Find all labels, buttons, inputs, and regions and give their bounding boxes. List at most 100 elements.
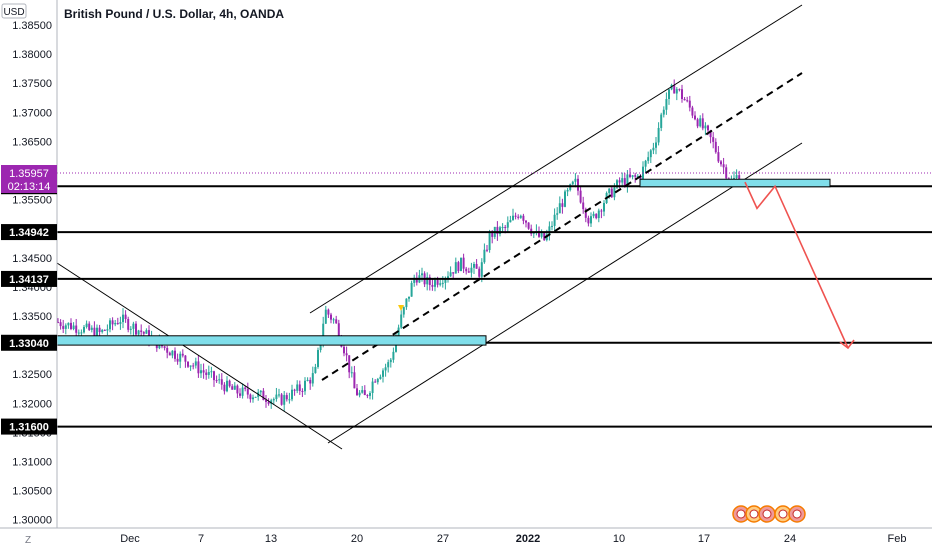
candle-body bbox=[460, 257, 462, 272]
candle-body bbox=[683, 98, 686, 101]
candle-body bbox=[67, 322, 70, 326]
candle-body bbox=[475, 263, 478, 269]
economic-events[interactable] bbox=[732, 505, 806, 523]
candle-body bbox=[470, 267, 473, 273]
candle-body bbox=[467, 271, 470, 273]
candle-body bbox=[439, 283, 442, 285]
level-price-badge bbox=[1, 418, 57, 435]
candle-body bbox=[519, 215, 522, 218]
candle-body bbox=[631, 175, 634, 177]
candle-body bbox=[540, 233, 543, 237]
candle-body bbox=[610, 188, 613, 198]
candle-body bbox=[389, 359, 392, 363]
candle-body bbox=[330, 314, 332, 320]
candle-body bbox=[270, 400, 273, 404]
candle-body bbox=[301, 390, 304, 392]
candle-body bbox=[735, 175, 738, 178]
channel-lower-line bbox=[327, 142, 803, 444]
candle-body bbox=[93, 327, 96, 338]
candle-body bbox=[668, 89, 670, 100]
candle-body bbox=[140, 330, 143, 332]
candle-body bbox=[717, 152, 720, 162]
candle-body bbox=[686, 100, 689, 102]
candle-body bbox=[88, 323, 91, 330]
candle-body bbox=[70, 322, 72, 330]
price-tick-label: 1.38000 bbox=[12, 49, 52, 61]
candle-body bbox=[218, 379, 221, 381]
candle-body bbox=[517, 216, 520, 218]
projection-arrowhead bbox=[839, 339, 855, 350]
price-tick-label: 1.32000 bbox=[12, 398, 52, 410]
candle-body bbox=[304, 380, 306, 392]
candle-body bbox=[103, 329, 106, 331]
candle-body bbox=[259, 390, 262, 393]
candle-body bbox=[252, 397, 254, 400]
candle-body bbox=[584, 209, 587, 218]
candle-body bbox=[626, 174, 629, 186]
candle-body bbox=[350, 372, 353, 374]
candle-body bbox=[288, 399, 291, 401]
candle-body bbox=[623, 178, 626, 186]
candle-body bbox=[314, 366, 317, 374]
time-axis-panel[interactable] bbox=[0, 528, 932, 550]
candle-body bbox=[522, 215, 525, 221]
candle-body bbox=[655, 142, 657, 148]
candle-body bbox=[402, 307, 405, 315]
candle-body bbox=[254, 396, 257, 398]
candle-body bbox=[249, 394, 252, 400]
level-price-label: 1.33040 bbox=[9, 338, 49, 350]
candle-body bbox=[210, 371, 213, 373]
price-tick-label: 1.35500 bbox=[12, 195, 52, 207]
candle-body bbox=[707, 125, 709, 131]
candle-body bbox=[106, 329, 109, 331]
candle-body bbox=[699, 118, 702, 127]
channel-upper-line bbox=[309, 4, 803, 314]
candle-body bbox=[618, 180, 621, 183]
candle-body bbox=[77, 332, 80, 334]
candle-body bbox=[379, 376, 382, 379]
level-price-badge bbox=[1, 270, 57, 287]
level-price-badge bbox=[1, 334, 57, 351]
candle-body bbox=[127, 319, 130, 330]
candle-body bbox=[647, 157, 650, 161]
candle-body bbox=[239, 393, 241, 396]
level-price-badge bbox=[1, 224, 57, 241]
candle-body bbox=[174, 350, 176, 359]
candle-body bbox=[116, 323, 119, 325]
candle-body bbox=[574, 178, 577, 182]
projection-path bbox=[744, 181, 849, 349]
candle-body bbox=[644, 160, 647, 167]
candle-body bbox=[267, 401, 270, 404]
candle-body bbox=[207, 372, 210, 375]
level-price-label: 1.34137 bbox=[9, 274, 49, 286]
candle-body bbox=[608, 188, 611, 193]
candle-body bbox=[205, 372, 208, 375]
candle-body bbox=[135, 323, 137, 335]
candle-body bbox=[213, 371, 215, 381]
candle-body bbox=[590, 216, 592, 224]
candle-body bbox=[361, 390, 364, 393]
candle-body bbox=[504, 227, 507, 229]
price-tick-label: 1.30500 bbox=[12, 486, 52, 498]
price-tick-label: 1.30000 bbox=[12, 515, 52, 527]
candle-body bbox=[335, 319, 338, 324]
candle-body bbox=[306, 379, 309, 381]
candle-body bbox=[649, 150, 652, 158]
candle-body bbox=[701, 118, 704, 129]
candle-body bbox=[514, 215, 517, 217]
event-flag-icon bbox=[762, 509, 772, 519]
candle-body bbox=[449, 272, 452, 277]
candle-body bbox=[525, 220, 527, 223]
candle-body bbox=[561, 203, 564, 207]
candle-body bbox=[166, 347, 169, 353]
zoom-button[interactable]: Z bbox=[25, 535, 31, 546]
candle-body bbox=[673, 84, 676, 94]
currency-badge bbox=[1, 3, 27, 19]
candle-body bbox=[527, 222, 530, 229]
candle-body bbox=[709, 130, 712, 138]
price-tick-label: 1.37500 bbox=[12, 78, 52, 90]
price-tick-label: 1.36500 bbox=[12, 136, 52, 148]
price-tick-label: 1.38500 bbox=[12, 20, 52, 32]
support-zone bbox=[639, 178, 831, 188]
